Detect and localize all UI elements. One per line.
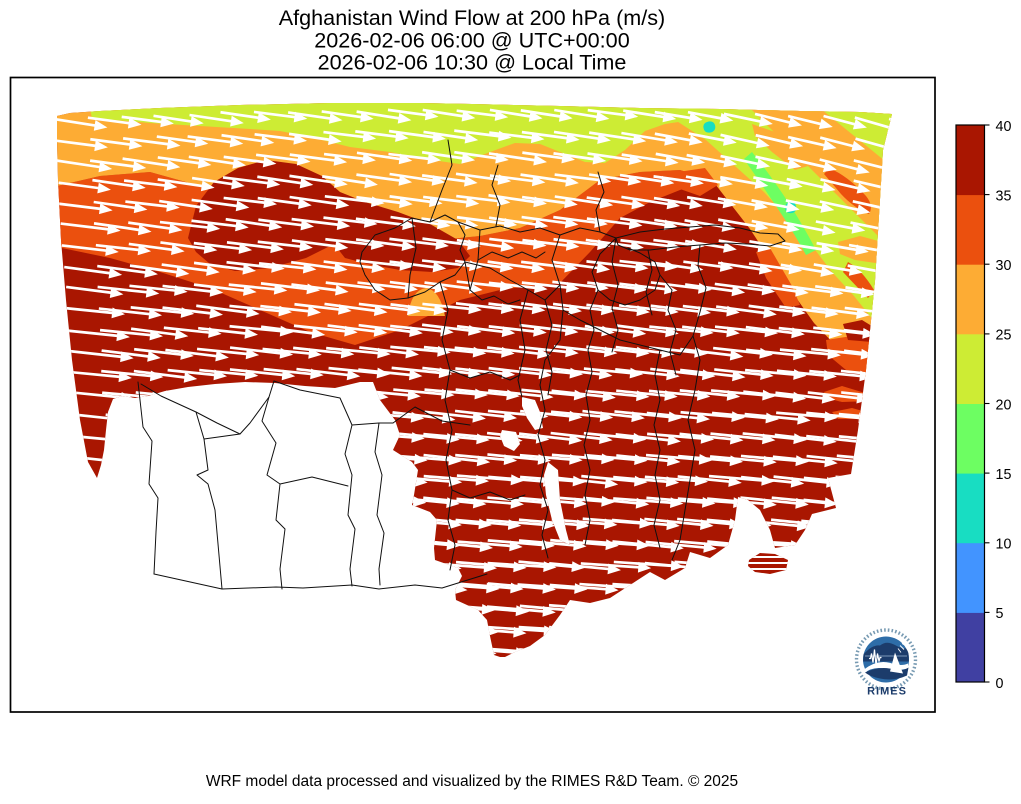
svg-text:Afghanistan Wind Flow at 200 h: Afghanistan Wind Flow at 200 hPa (m/s) — [279, 5, 665, 30]
svg-text:2026-02-06 06:00 @ UTC+00:00: 2026-02-06 06:00 @ UTC+00:00 — [314, 28, 629, 53]
svg-text:30: 30 — [996, 258, 1012, 274]
svg-text:5: 5 — [996, 606, 1004, 622]
svg-text:20: 20 — [996, 397, 1012, 413]
svg-text:35: 35 — [996, 188, 1012, 204]
svg-text:40: 40 — [996, 119, 1012, 135]
svg-text:2026-02-06 10:30 @ Local Time: 2026-02-06 10:30 @ Local Time — [318, 50, 627, 75]
svg-text:0: 0 — [996, 676, 1004, 692]
svg-text:15: 15 — [996, 467, 1012, 483]
svg-text:25: 25 — [996, 328, 1012, 344]
svg-text:WRF model data processed and v: WRF model data processed and visualized … — [206, 773, 738, 790]
svg-text:RIMES: RIMES — [867, 686, 907, 698]
svg-text:10: 10 — [996, 537, 1012, 553]
